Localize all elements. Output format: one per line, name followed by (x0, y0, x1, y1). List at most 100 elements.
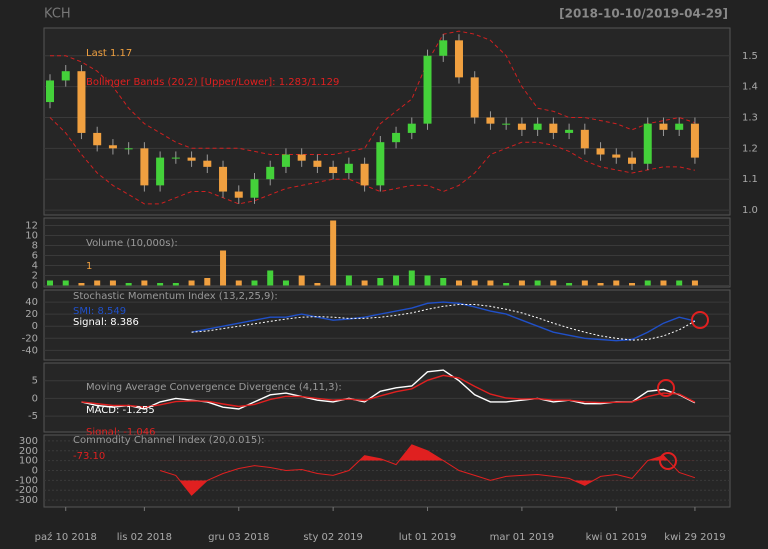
annotation: Signal: -1.046 (86, 427, 156, 438)
annotation: Bollinger Bands (20,2) [Upper/Lower]: 1.… (86, 77, 339, 88)
volume-bar (377, 278, 384, 286)
candle-body (46, 80, 54, 103)
y-tick-label: 1.0 (742, 205, 758, 216)
volume-bar (157, 283, 164, 286)
candle-body (376, 142, 385, 186)
panel (43, 362, 731, 433)
y-tick-label: 1.5 (742, 51, 758, 62)
y-tick-label: 0 (32, 321, 38, 332)
volume-bar (691, 280, 698, 286)
volume-bar (534, 280, 541, 286)
y-tick-label: 2 (32, 271, 38, 282)
candle-body (219, 166, 228, 192)
annotation: MACD: -1.255 (86, 405, 155, 416)
candle-body (470, 77, 479, 118)
annotation: Moving Average Convergence Divergence (4… (86, 382, 342, 393)
volume-bar (455, 280, 462, 286)
y-tick-label: 1.4 (742, 82, 758, 93)
candle-body (250, 179, 259, 198)
candle-body (360, 163, 369, 186)
volume-bar (345, 275, 352, 286)
candle-body (454, 40, 463, 78)
volume-bar (267, 270, 274, 286)
volume-bar (188, 280, 195, 286)
x-tick-label: paź 10 2018 (35, 531, 97, 543)
annotation: Stochastic Momentum Index (13,2,25,9): (73, 291, 278, 302)
candle-body (580, 129, 589, 149)
candle-body (628, 157, 637, 164)
volume-bar (62, 280, 69, 286)
annotation: Signal: 8.386 (73, 317, 139, 328)
volume-bar (676, 280, 683, 286)
volume-bar (660, 280, 667, 286)
annotation: 1 (86, 261, 92, 272)
highlight-circle (691, 311, 709, 329)
volume-bar (566, 283, 573, 286)
candle-body (502, 123, 511, 125)
y-tick-label: -300 (15, 495, 38, 506)
candle-body (407, 123, 416, 133)
annotation: -73.10 (73, 451, 105, 462)
volume-bar (644, 280, 651, 286)
highlight-circle (657, 379, 675, 397)
indicator-line (81, 369, 696, 410)
y-tick-label: -100 (15, 475, 38, 486)
x-tick-label: gru 03 2018 (208, 532, 269, 543)
candle-body (565, 129, 574, 133)
volume-bar (314, 283, 321, 286)
y-tick-label: 1.1 (742, 174, 758, 185)
y-tick-label: 200 (19, 446, 38, 457)
candle-body (266, 166, 275, 180)
annotation: SMI: 8.549 (73, 306, 126, 317)
y-tick-label: 0 (32, 393, 38, 404)
volume-bar (613, 280, 620, 286)
volume-bar (597, 283, 604, 286)
chart-title: KCH (44, 7, 71, 22)
volume-bar (172, 283, 179, 286)
y-tick-label: 100 (19, 456, 38, 467)
x-tick-label: mar 01 2019 (490, 532, 555, 543)
volume-bar (503, 283, 510, 286)
candle-body (596, 148, 605, 155)
candle-body (659, 123, 668, 130)
candle-body (187, 157, 196, 161)
y-tick-label: 1.2 (742, 143, 758, 154)
indicator-line (191, 304, 696, 341)
volume-bar (581, 280, 588, 286)
volume-bar (408, 270, 415, 286)
bollinger-band (50, 30, 696, 155)
volume-bar (282, 280, 289, 286)
volume-bar (550, 280, 557, 286)
y-tick-label: -200 (15, 485, 38, 496)
y-tick-label: 20 (25, 309, 38, 320)
annotation: Commodity Channel Index (20,0.015): (73, 435, 265, 446)
y-tick-label: 300 (19, 436, 38, 447)
volume-bar (204, 278, 211, 286)
candle-body (203, 160, 212, 167)
volume-bar (361, 280, 368, 286)
candle-body (423, 55, 432, 124)
volume-bar (78, 283, 85, 286)
candle-body (281, 154, 290, 167)
candle-body (171, 157, 180, 159)
cci-line (159, 444, 696, 496)
volume-bar (471, 280, 478, 286)
highlight-circle (659, 452, 677, 470)
volume-bar (94, 280, 101, 286)
candle-body (140, 148, 149, 186)
volume-bar (298, 275, 305, 286)
candle-body (108, 145, 117, 149)
volume-bar (235, 280, 242, 286)
volume-bar (518, 280, 525, 286)
annotation: Last 1.17 (86, 48, 132, 59)
panel (43, 217, 731, 288)
y-tick-label: 12 (25, 221, 38, 232)
volume-bar (629, 283, 636, 286)
y-tick-label: -5 (28, 411, 38, 422)
volume-bar (424, 275, 431, 286)
volume-bar (47, 280, 53, 286)
y-tick-label: -20 (22, 333, 38, 344)
candle-body (61, 71, 70, 81)
candle-body (690, 123, 699, 158)
